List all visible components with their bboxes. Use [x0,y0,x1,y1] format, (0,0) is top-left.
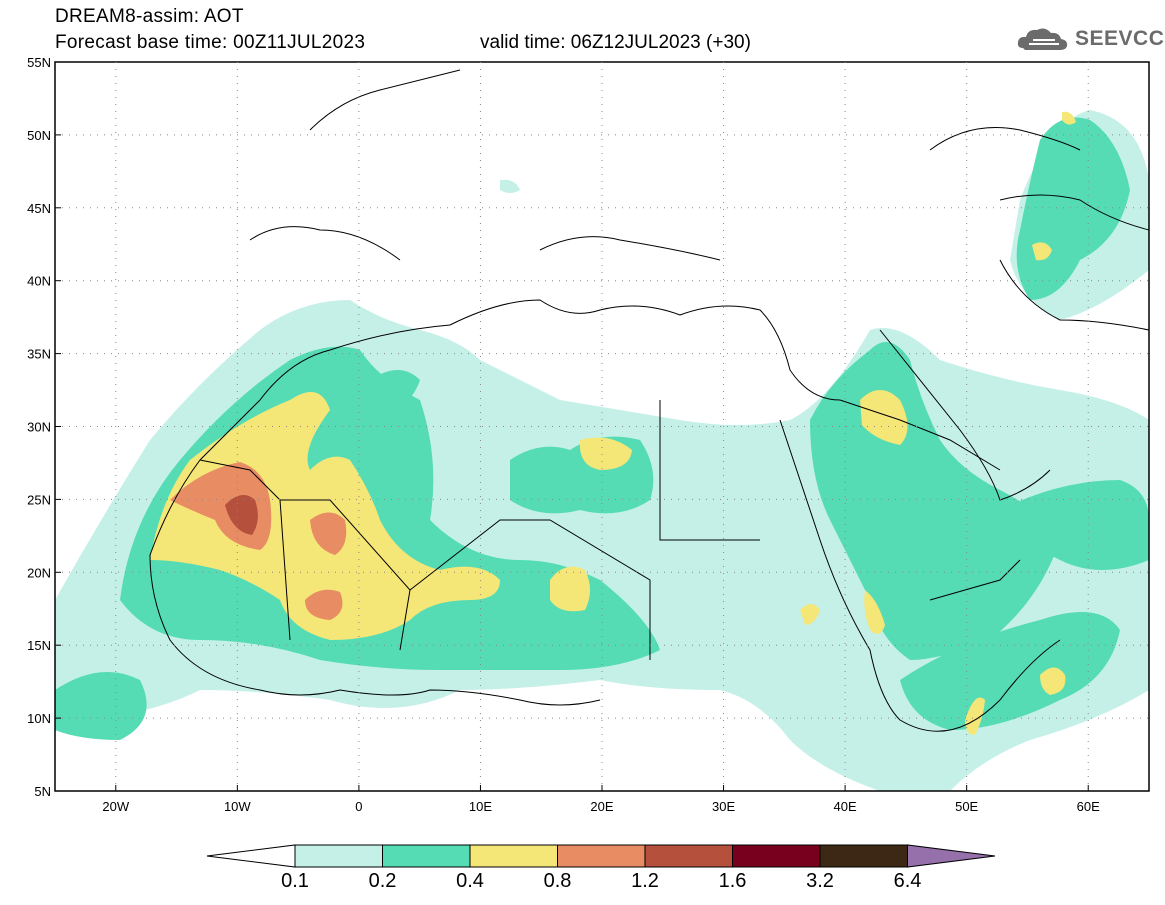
lon-tick-label: 40E [834,799,857,814]
lat-tick-label: 55N [27,55,51,70]
lat-tick-label: 35N [27,347,51,362]
colorbar-arrow-low [206,844,296,868]
lon-tick-label: 60E [1077,799,1100,814]
lon-tick-label: 10E [469,799,492,814]
colorbar-label: 0.8 [544,870,572,892]
lat-tick-label: 25N [27,492,51,507]
valid-time: valid time: 06Z12JUL2023 (+30) [480,32,751,53]
lat-tick-label: 5N [34,784,51,799]
lon-tick-label: 20E [590,799,613,814]
colorbar-segment [644,844,733,868]
colorbar-label: 1.2 [631,870,659,892]
lon-tick-label: 10W [224,799,251,814]
chart-title: DREAM8-assim: AOT [55,6,244,27]
lat-tick-label: 15N [27,638,51,653]
lat-tick-label: 45N [27,201,51,216]
lat-tick-label: 10N [27,711,51,726]
colorbar-segment [819,844,908,868]
lat-tick-label: 50N [27,128,51,143]
colorbar-segment [469,844,558,868]
colorbar-label: 3.2 [806,870,834,892]
lon-tick-label: 50E [955,799,978,814]
latitude-axis: 55N 50N 45N 40N 35N 30N 25N 20N 15N 10N 5N [27,55,61,799]
colorbar-segment [382,844,471,868]
colorbar-arrow-high [907,844,996,868]
colorbar-label: 0.4 [456,870,484,892]
colorbar-segment [732,844,821,868]
lon-tick-label: 20W [102,799,129,814]
colorbar-label: 0.2 [369,870,397,892]
lat-tick-label: 40N [27,274,51,289]
cloud-logo-icon [1017,28,1068,50]
colorbar-label: 6.4 [894,870,922,892]
graticule [55,62,1149,791]
logo-text: SEEVCCC [1075,27,1165,50]
colorbar: 0.1 0.2 0.4 0.8 1.2 1.6 3.2 6.4 [206,844,996,892]
colorbar-label: 1.6 [719,870,747,892]
colorbar-segment [557,844,646,868]
aot-band-1.2 [225,495,258,535]
lon-tick-label: 30E [712,799,735,814]
longitude-axis: 20W 10W 0 10E 20E 30E 40E 50E 60E [102,785,1100,814]
colorbar-label: 0.1 [281,870,309,892]
lat-tick-label: 30N [27,420,51,435]
forecast-base-time: Forecast base time: 00Z11JUL2023 [55,32,366,53]
lon-tick-label: 0 [355,799,362,814]
coastlines [149,69,1149,732]
colorbar-segment [294,844,383,868]
lat-tick-label: 20N [27,565,51,580]
